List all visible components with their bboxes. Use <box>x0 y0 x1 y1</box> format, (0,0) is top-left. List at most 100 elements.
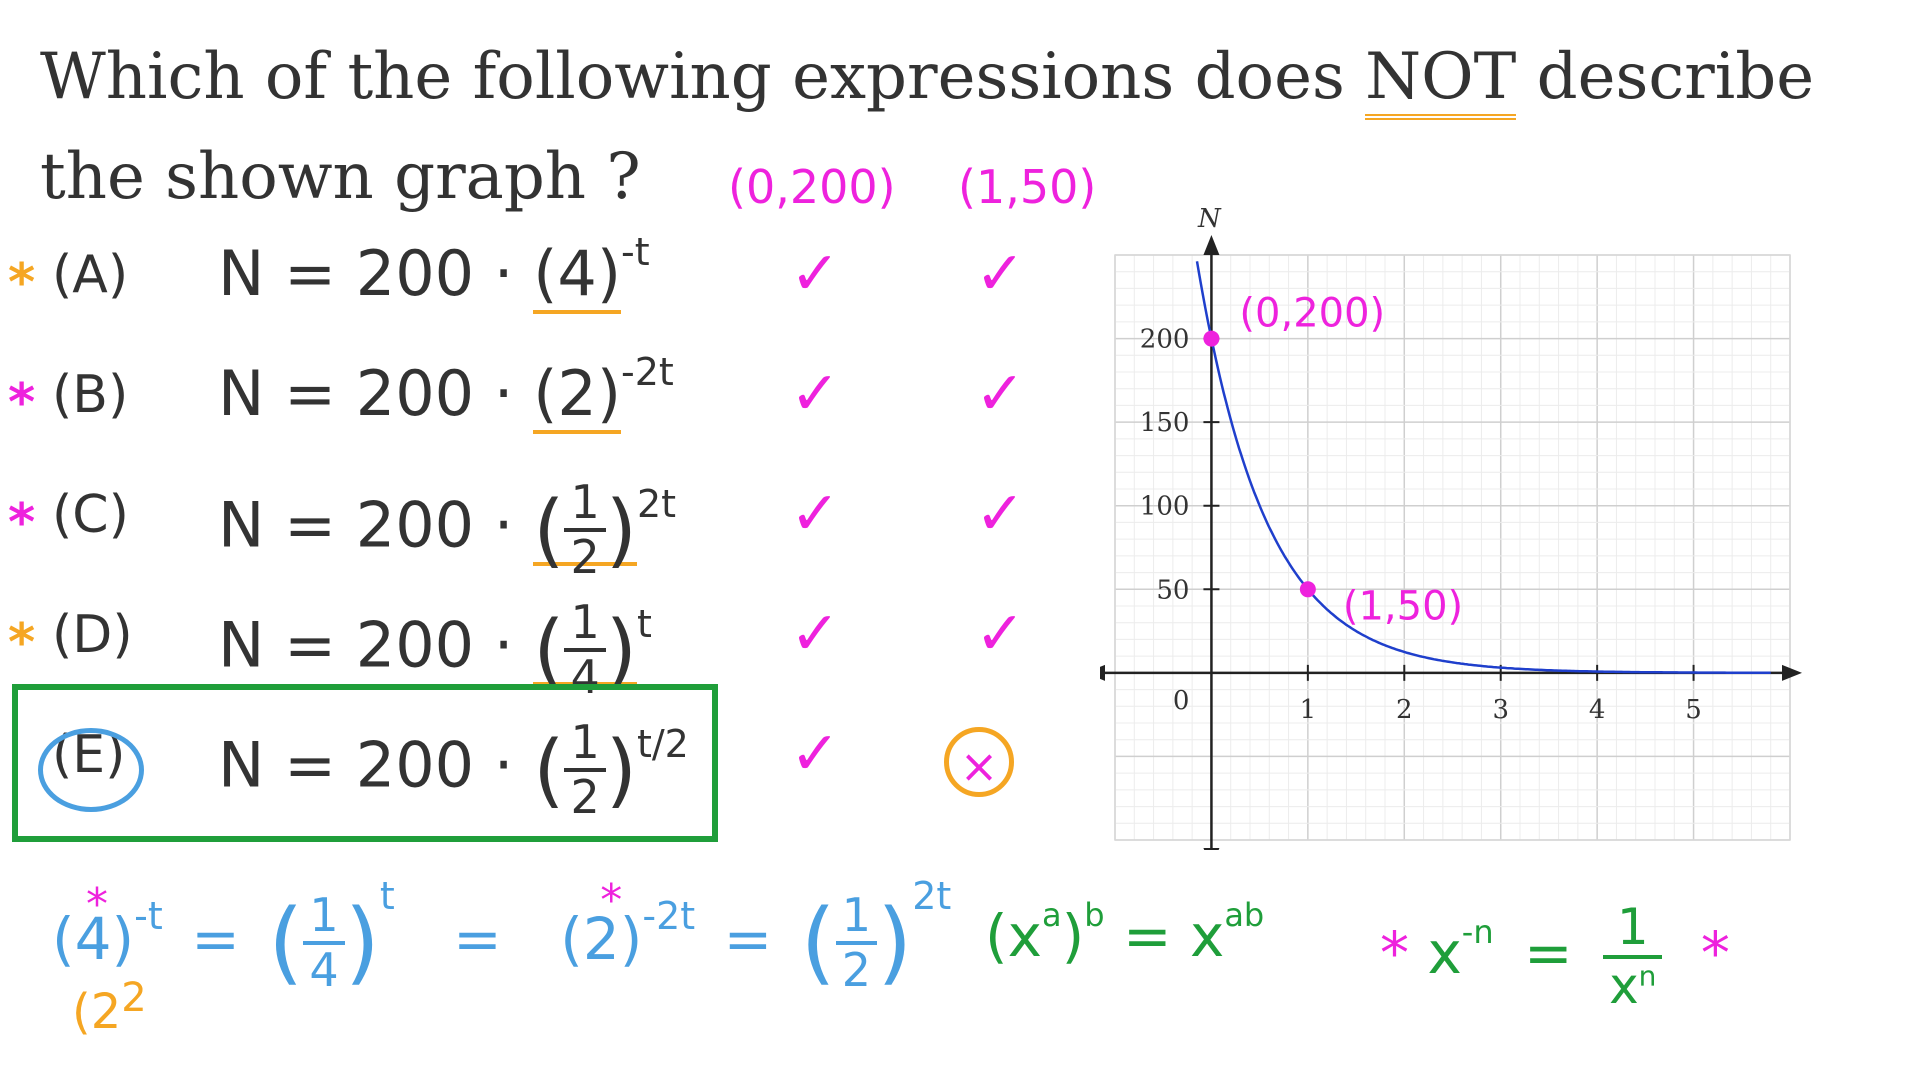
exponent-rule-negative: * x-n = 1 xn * <box>1380 900 1730 1014</box>
expr-exponent: t <box>636 601 652 646</box>
y-tick-label: 100 <box>1140 492 1190 522</box>
origin-label: 0 <box>1173 686 1190 716</box>
check-point-1: ✓ <box>790 239 841 309</box>
option-expression: N = 200 · (1 2)t/2 <box>218 717 689 822</box>
rule2-num: 1 <box>1603 900 1663 959</box>
frac-num: 1 <box>564 717 606 772</box>
expr-base: N = 200 · <box>218 237 534 310</box>
working-exp-4: 2t <box>912 873 952 918</box>
rule1-ab: ab <box>1224 896 1265 934</box>
column-header-point-1: (0,200) <box>728 160 896 214</box>
question-line-1: Which of the following expressions does … <box>40 40 1814 120</box>
x-tick-label: 5 <box>1685 695 1702 725</box>
working-eq-3: = <box>723 904 773 973</box>
rule2-star-end: * <box>1700 919 1730 988</box>
check-point-1: ✓ <box>790 359 841 429</box>
frac-den: 4 <box>309 942 339 997</box>
y-axis-arrow-down <box>1203 848 1220 850</box>
check-point-1: ✓ <box>790 479 841 549</box>
frac-num: 1 <box>564 477 606 532</box>
check-point-2: ✓ <box>975 239 1026 309</box>
option-expression: N = 200 · (4)-t <box>218 230 650 314</box>
exponent-rule-power: (xa)b = xab <box>985 896 1264 970</box>
x-tick-label: 1 <box>1300 695 1317 725</box>
paren-open: ( <box>800 890 836 996</box>
expr-exponent: 2t <box>636 481 677 526</box>
paren-close: ) <box>605 483 637 577</box>
emphasis-not: NOT <box>1365 40 1517 120</box>
paren-close: ) <box>605 723 637 817</box>
rule2-lhs: x <box>1427 919 1462 988</box>
x-axis-arrow-right <box>1782 664 1802 681</box>
working-eq-2: = <box>453 904 502 973</box>
expr-exponent: -2t <box>621 350 674 394</box>
frac-den: 2 <box>570 769 600 824</box>
paren-close: ) <box>344 890 380 996</box>
paren-close: ) <box>605 603 637 697</box>
question-line-2: the shown graph ? <box>40 140 641 214</box>
rule1-close: ) <box>1061 902 1085 970</box>
y-axis-arrow-up <box>1203 235 1220 255</box>
rule1-rhs: = x <box>1122 902 1225 970</box>
option-letter: (C) <box>52 485 129 545</box>
exponential-graph: 12345501001502000tN(0,200)(1,50) <box>1100 204 1802 850</box>
option-expression: N = 200 · (2)-2t <box>218 350 674 434</box>
working-factor-2: (2) <box>560 904 643 973</box>
expr-exponent: -t <box>621 230 650 274</box>
y-tick-label: 200 <box>1140 325 1190 355</box>
frac-num: 1 <box>303 890 345 945</box>
column-header-point-2: (1,50) <box>958 160 1097 214</box>
rule2-star: * <box>1380 919 1409 988</box>
paren-open: ( <box>533 483 565 577</box>
y-axis-label: N <box>1197 204 1222 234</box>
option-expression: N = 200 · (1 2)2t <box>218 477 676 582</box>
working-exp-2: t <box>379 873 395 918</box>
expr-frac-group: (1 2) <box>533 477 637 582</box>
answer-circle <box>38 728 144 812</box>
expr-factor: (2) <box>533 357 622 434</box>
working-exp-3: -2t <box>642 893 696 938</box>
answer-highlight-box <box>12 684 718 842</box>
working-under: (22 <box>72 975 147 1040</box>
paren-open: ( <box>533 723 565 817</box>
x-tick-label: 2 <box>1396 695 1413 725</box>
working-chain: * (4) (22 -t = (1 4)t = * (2) -2t = (1 2)2… <box>52 874 951 1040</box>
x-tick-label: 4 <box>1589 695 1606 725</box>
working-eq-1: = <box>191 904 240 973</box>
option-letter: (A) <box>52 245 129 305</box>
x-tick-label: 3 <box>1492 695 1509 725</box>
point-label: (0,200) <box>1239 291 1385 337</box>
y-tick-label: 50 <box>1156 575 1189 605</box>
working-star-1: * <box>86 878 108 930</box>
data-point <box>1203 330 1220 347</box>
data-point <box>1299 581 1316 598</box>
curve-series <box>1195 261 1771 674</box>
check-point-1: ✓ <box>790 599 841 669</box>
frac-num: 1 <box>564 597 606 652</box>
option-star: * <box>8 253 36 313</box>
option-letter: (D) <box>52 605 133 665</box>
frac-den: 2 <box>841 942 872 997</box>
frac-num: 1 <box>835 890 878 945</box>
frac-den: 4 <box>570 649 600 704</box>
rule1-b: b <box>1084 896 1105 934</box>
rule1-base: (x <box>985 902 1042 970</box>
check-point-2: ✓ <box>975 599 1026 669</box>
expr-base: N = 200 · <box>218 488 534 562</box>
rule2-den-exp: n <box>1638 959 1657 993</box>
expr-frac-group: (1 2) <box>533 717 637 822</box>
grid-border <box>1114 254 1791 841</box>
paren-open: ( <box>533 603 565 697</box>
expr-exponent: t/2 <box>636 721 689 766</box>
rule2-den: xn <box>1603 959 1662 1014</box>
check-point-2: ✓ <box>975 479 1026 549</box>
check-point-1: ✓ <box>790 719 841 789</box>
expr-frac-group: (1 4) <box>533 597 637 702</box>
working-star-2: * <box>600 874 623 926</box>
rule2-exp: -n <box>1461 913 1494 952</box>
expr-base: N = 200 · <box>218 608 534 682</box>
option-expression: N = 200 · (1 4)t <box>218 597 652 702</box>
